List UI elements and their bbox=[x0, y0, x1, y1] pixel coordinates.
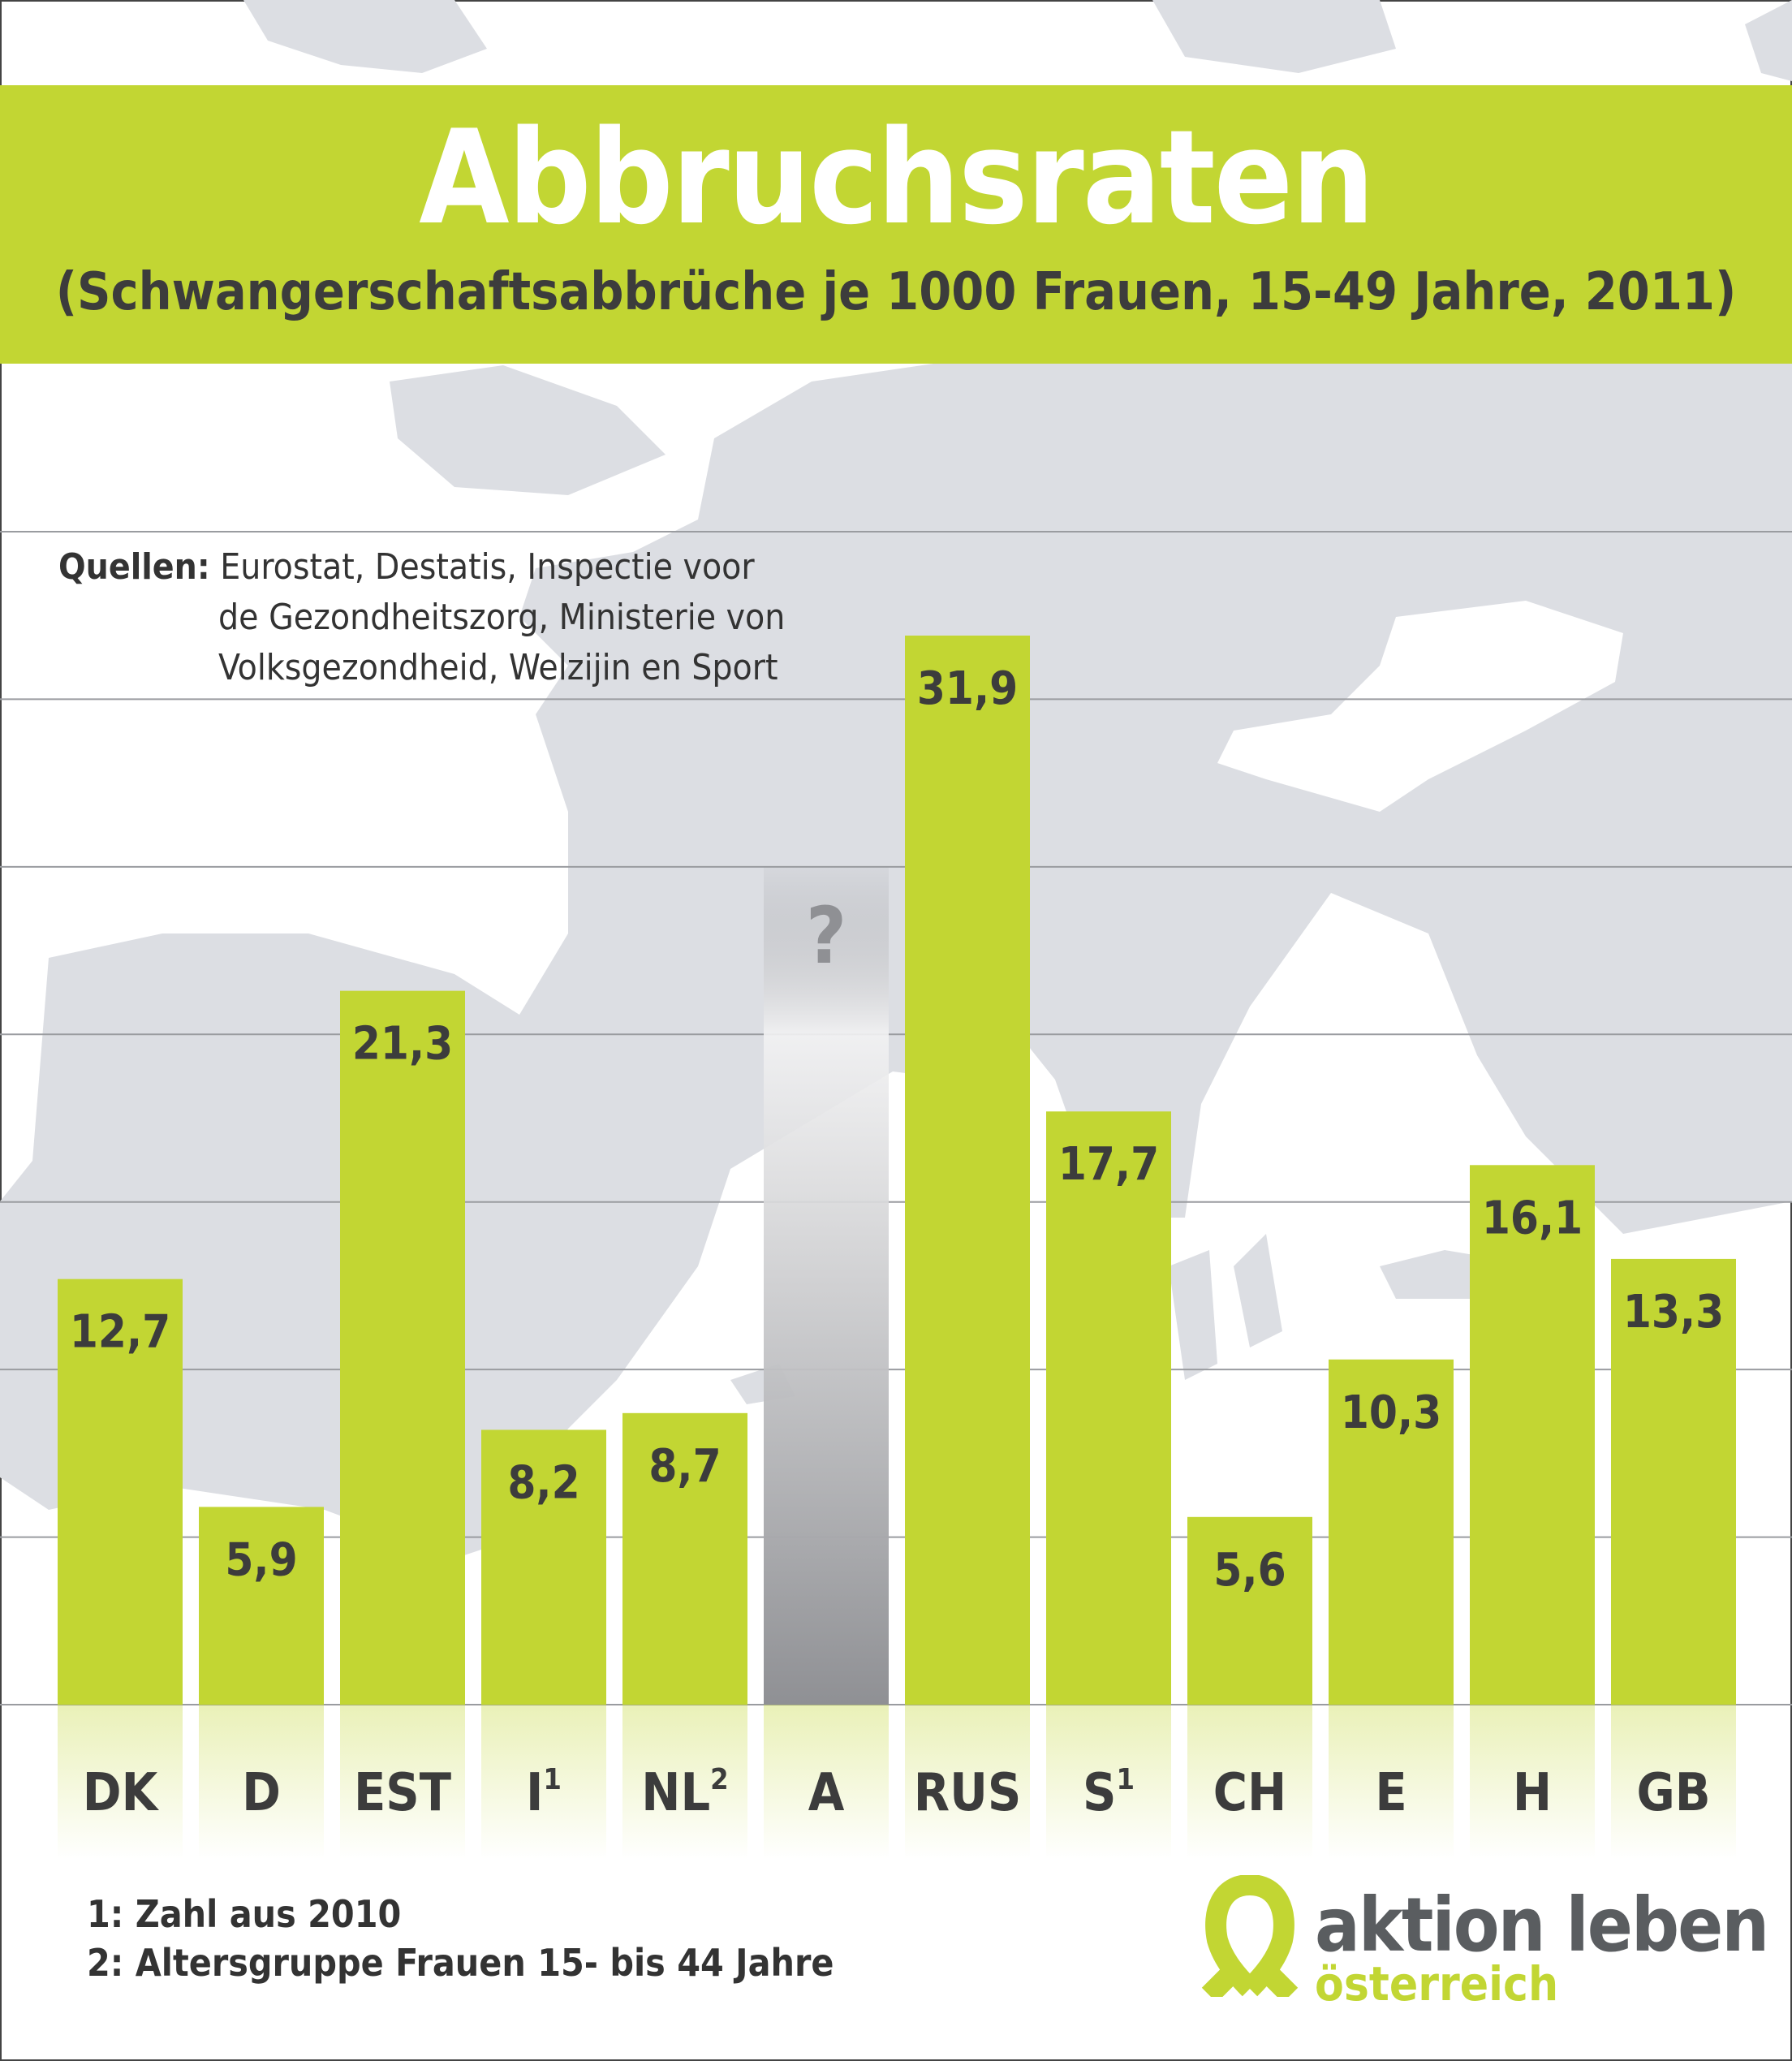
aktion-leben-logo: aktion leben österreich bbox=[1197, 1874, 1769, 2011]
bar-reflection bbox=[905, 1705, 1030, 1859]
category-label: GB bbox=[1636, 1763, 1710, 1823]
category-superscript: 2 bbox=[710, 1763, 729, 1796]
bar bbox=[1611, 1258, 1736, 1705]
logo-subtext: österreich bbox=[1315, 1956, 1559, 2011]
value-label: 8,2 bbox=[507, 1456, 579, 1509]
bar-reflection bbox=[340, 1705, 465, 1859]
bar-reflection bbox=[764, 1705, 889, 1859]
category-label: DK bbox=[83, 1763, 160, 1823]
value-label: 8,7 bbox=[648, 1440, 721, 1493]
sources-line: Volksgezondheid, Welzijin en Sport bbox=[218, 647, 778, 688]
sources-note: Quellen: Eurostat, Destatis, Inspectie v… bbox=[58, 542, 785, 693]
bar bbox=[1470, 1165, 1595, 1705]
value-label: 31,9 bbox=[917, 662, 1018, 715]
ribbon-icon bbox=[1201, 1874, 1299, 2003]
value-label: 5,6 bbox=[1213, 1544, 1286, 1597]
category-superscript: 1 bbox=[1116, 1763, 1135, 1796]
bar bbox=[1046, 1111, 1171, 1705]
chart-subtitle: (Schwangerschaftsabbrüche je 1000 Frauen… bbox=[55, 262, 1737, 322]
bar bbox=[1329, 1359, 1454, 1705]
sources-line: de Gezondheitszorg, Ministerie von bbox=[218, 597, 786, 638]
sources-line: Eurostat, Destatis, Inspectie voor bbox=[220, 546, 755, 588]
bar bbox=[622, 1412, 747, 1705]
bar bbox=[340, 990, 465, 1705]
category-superscript: 1 bbox=[543, 1763, 562, 1796]
sources-label: Quellen: bbox=[58, 546, 210, 588]
bar-reflection bbox=[1470, 1705, 1595, 1859]
bar-reflection bbox=[1187, 1705, 1312, 1859]
footnote-1: 1: Zahl aus 2010 bbox=[87, 1892, 402, 1936]
category-label: CH bbox=[1213, 1763, 1286, 1823]
value-label: 16,1 bbox=[1482, 1192, 1583, 1244]
bar-reflection bbox=[199, 1705, 324, 1859]
category-label: A bbox=[808, 1763, 845, 1823]
value-label: 17,7 bbox=[1058, 1138, 1159, 1191]
bar-reflection bbox=[481, 1705, 606, 1859]
bar bbox=[905, 635, 1030, 1705]
bar-reflection bbox=[58, 1705, 183, 1859]
bar bbox=[199, 1507, 324, 1705]
bar-reflection bbox=[1329, 1705, 1454, 1859]
category-label: H bbox=[1513, 1763, 1552, 1823]
bar-reflection bbox=[1611, 1705, 1736, 1859]
bar bbox=[1187, 1516, 1312, 1705]
category-label: D bbox=[242, 1763, 281, 1823]
value-label: 13,3 bbox=[1623, 1286, 1724, 1339]
category-label: RUS bbox=[914, 1763, 1022, 1823]
category-label: E bbox=[1375, 1763, 1406, 1823]
value-label: 21,3 bbox=[352, 1018, 453, 1071]
value-label: 5,9 bbox=[225, 1533, 297, 1586]
footnotes: 1: Zahl aus 2010 2: Altersgruppe Frauen … bbox=[87, 1890, 834, 1987]
value-label: ? bbox=[806, 890, 846, 981]
title-band: Abbruchsraten (Schwangerschaftsabbrüche … bbox=[0, 85, 1792, 364]
bar bbox=[58, 1278, 183, 1705]
chart-title: Abbruchsraten bbox=[419, 101, 1375, 253]
value-label: 10,3 bbox=[1341, 1386, 1441, 1439]
bar-unknown bbox=[764, 866, 889, 1705]
value-label: 12,7 bbox=[70, 1306, 170, 1359]
bar-reflection bbox=[1046, 1705, 1171, 1859]
footnote-2: 2: Altersgruppe Frauen 15- bis 44 Jahre bbox=[87, 1941, 834, 1985]
logo-text: aktion leben bbox=[1315, 1882, 1769, 1968]
category-label: EST bbox=[354, 1763, 451, 1823]
bar bbox=[481, 1429, 606, 1705]
bar-reflection bbox=[622, 1705, 747, 1859]
